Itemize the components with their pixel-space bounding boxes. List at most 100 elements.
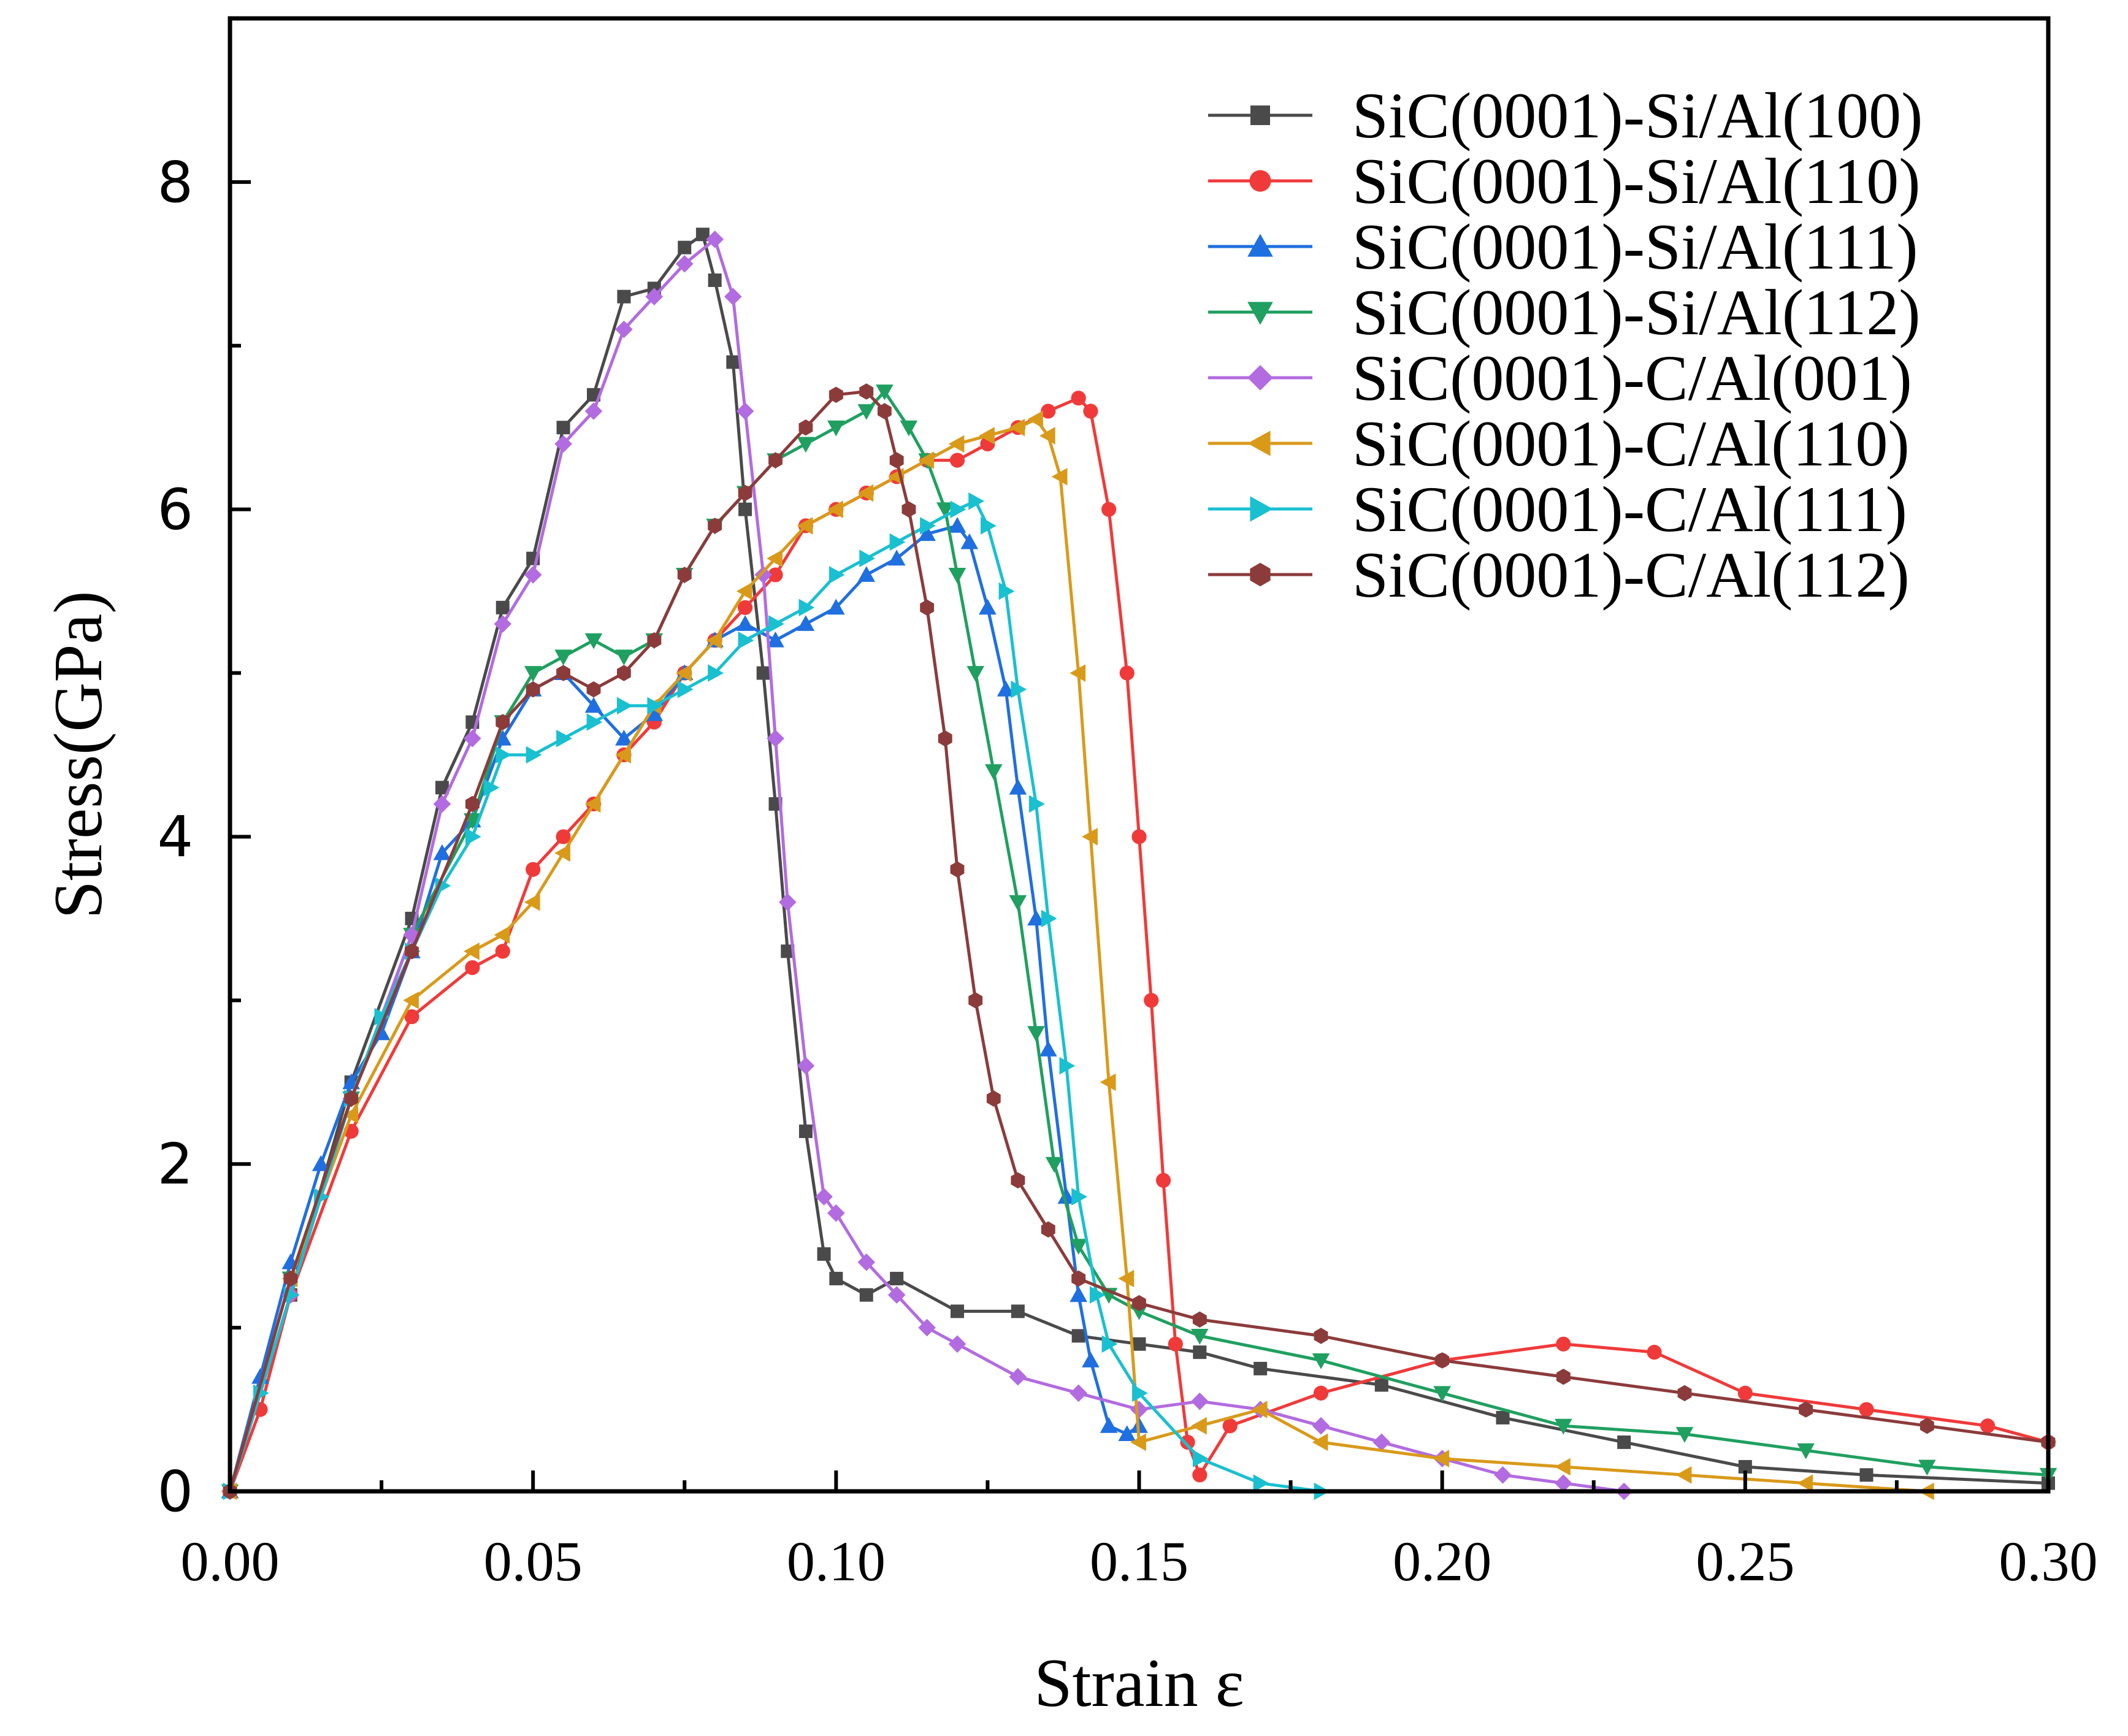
data-point	[1070, 664, 1086, 682]
data-point	[979, 598, 997, 615]
data-point	[435, 781, 449, 795]
data-point	[827, 598, 845, 615]
data-point	[827, 500, 843, 518]
data-point	[645, 288, 664, 305]
data-point	[1312, 1353, 1330, 1369]
data-point	[496, 600, 510, 614]
x-tick-label: 0.30	[1999, 1530, 2098, 1593]
data-point	[1009, 779, 1027, 795]
data-point	[857, 484, 874, 502]
data-point	[1070, 1239, 1087, 1255]
legend: SiC(0001)-Si/Al(100)SiC(0001)-Si/Al(110)…	[1208, 80, 1923, 611]
x-tick-label: 0.25	[1696, 1530, 1794, 1593]
x-tick-label: 0.00	[181, 1530, 280, 1593]
data-point	[584, 402, 603, 420]
data-point	[554, 649, 572, 666]
data-point	[1797, 1443, 1815, 1459]
y-tick-label: 2	[157, 1131, 193, 1197]
legend-item: SiC(0001)-Si/Al(112)	[1208, 277, 1921, 348]
data-point	[998, 582, 1015, 600]
data-point	[695, 228, 710, 242]
data-point	[556, 829, 571, 844]
data-point	[1859, 1468, 1873, 1482]
data-point	[586, 713, 603, 731]
data-point	[948, 568, 966, 584]
data-point	[1130, 1401, 1148, 1418]
data-point	[859, 1288, 873, 1302]
data-point	[404, 1009, 419, 1025]
data-point	[1253, 1474, 1269, 1492]
legend-marker	[1250, 562, 1271, 587]
data-point	[1119, 665, 1135, 681]
data-point	[586, 681, 601, 698]
data-point	[1132, 1384, 1148, 1402]
data-point	[1130, 1433, 1146, 1451]
y-tick-label: 6	[157, 477, 193, 543]
legend-item: SiC(0001)-Si/Al(110)	[1208, 145, 1921, 217]
data-point	[496, 714, 510, 730]
data-point	[797, 615, 815, 631]
data-point	[678, 240, 692, 254]
x-axis-title: Strain ε	[1034, 1645, 1244, 1721]
legend-item: SiC(0001)-C/Al(110)	[1208, 408, 1910, 480]
data-point	[754, 566, 772, 584]
data-point	[736, 615, 754, 631]
data-point	[1180, 1434, 1195, 1450]
data-point	[1738, 1459, 1752, 1474]
data-point	[966, 666, 984, 682]
data-point	[1027, 410, 1043, 429]
data-point	[1435, 1352, 1450, 1369]
data-point	[857, 1253, 875, 1271]
series-1	[223, 228, 2055, 1498]
data-point	[1082, 828, 1098, 846]
data-point	[1070, 1384, 1087, 1402]
data-point	[465, 828, 481, 846]
data-point	[887, 549, 906, 566]
data-point	[887, 1286, 906, 1304]
data-point	[857, 566, 875, 582]
data-point	[920, 599, 934, 616]
series-line	[228, 499, 1322, 1493]
data-point	[797, 437, 815, 453]
data-point	[889, 452, 904, 468]
legend-label: SiC(0001)-Si/Al(110)	[1352, 145, 1921, 217]
data-point	[1131, 829, 1147, 844]
data-point	[524, 666, 542, 682]
data-point	[494, 926, 510, 944]
data-point	[554, 844, 570, 862]
data-point	[1496, 1410, 1510, 1424]
data-point	[1057, 1188, 1076, 1204]
data-point	[726, 355, 740, 369]
data-point	[900, 420, 918, 437]
data-point	[708, 664, 724, 682]
data-point	[1555, 1474, 1572, 1492]
ticks-layer: 0.00 0.05 0.10 0.15 0.20 0.25 0.30 0 2 4 6 8	[157, 150, 2097, 1593]
legend-label: SiC(0001)-C/Al(112)	[1352, 539, 1910, 611]
data-point	[815, 1188, 833, 1206]
data-point	[979, 427, 995, 445]
data-point	[1071, 1188, 1087, 1206]
legend-item: SiC(0001)-Si/Al(100)	[1208, 80, 1923, 151]
data-point	[738, 484, 752, 502]
data-point	[1029, 795, 1045, 813]
data-point	[617, 697, 633, 715]
data-point	[526, 862, 541, 877]
data-point	[554, 435, 572, 453]
legend-marker	[1249, 170, 1271, 192]
data-point	[433, 795, 451, 813]
data-point	[556, 730, 572, 748]
data-point	[524, 893, 540, 911]
data-point	[617, 289, 631, 304]
data-point	[342, 1106, 359, 1124]
data-point	[1919, 1418, 1934, 1434]
data-point	[1222, 1418, 1238, 1434]
data-point	[767, 631, 784, 648]
data-point	[876, 384, 894, 400]
data-point	[1494, 1466, 1512, 1484]
data-point	[374, 1008, 391, 1026]
data-point	[1251, 1401, 1268, 1418]
data-point	[1675, 1466, 1692, 1484]
data-point	[981, 517, 997, 535]
legend-label: SiC(0001)-C/Al(111)	[1352, 473, 1907, 545]
